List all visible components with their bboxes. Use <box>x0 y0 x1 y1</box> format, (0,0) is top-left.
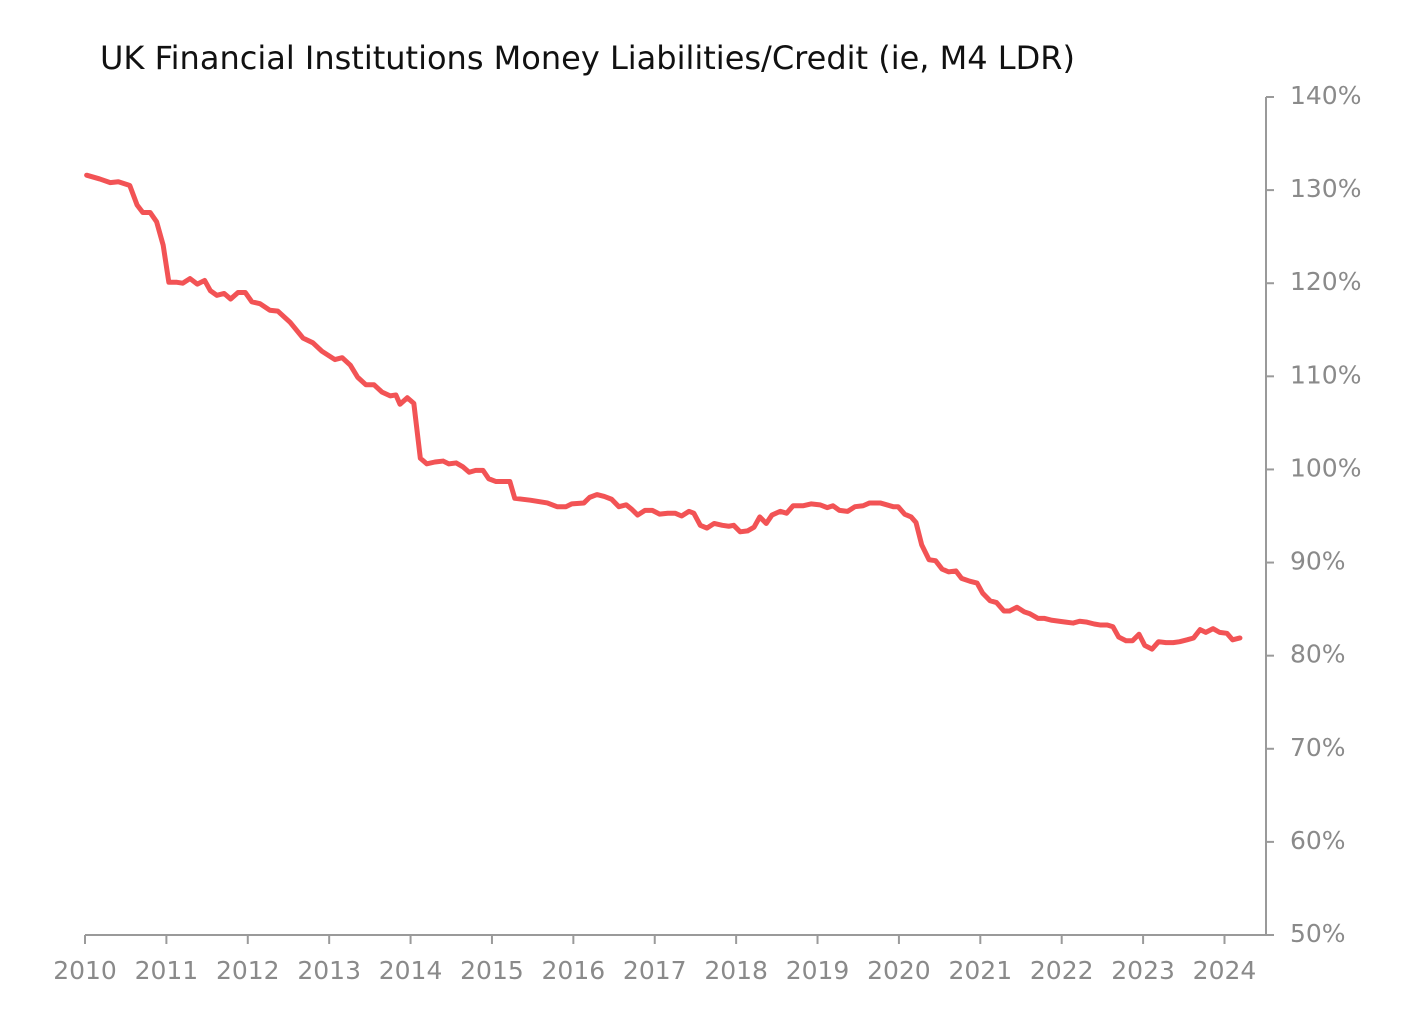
y-tick-label: 60% <box>1290 826 1346 855</box>
x-tick-label: 2013 <box>297 956 361 985</box>
y-tick-label: 120% <box>1290 267 1361 296</box>
y-tick-label: 140% <box>1290 81 1361 110</box>
x-tick-label: 2012 <box>216 956 280 985</box>
x-tick-label: 2018 <box>704 956 768 985</box>
data-line <box>84 172 1243 652</box>
y-tick-label: 70% <box>1290 733 1346 762</box>
y-tick-label: 130% <box>1290 174 1361 203</box>
x-tick-label: 2014 <box>379 956 443 985</box>
y-tick-label: 50% <box>1290 919 1346 948</box>
chart-title: UK Financial Institutions Money Liabilit… <box>100 39 1075 77</box>
x-tick-label: 2024 <box>1193 956 1257 985</box>
y-tick-label: 110% <box>1290 360 1361 389</box>
x-tick-label: 2010 <box>53 956 117 985</box>
y-tick-label: 90% <box>1290 547 1346 576</box>
x-tick-label: 2017 <box>623 956 687 985</box>
y-tick-label: 100% <box>1290 453 1361 482</box>
x-tick-label: 2020 <box>867 956 931 985</box>
x-tick-label: 2022 <box>1030 956 1094 985</box>
x-tick-label: 2021 <box>949 956 1013 985</box>
x-tick-label: 2011 <box>135 956 199 985</box>
x-tick-label: 2019 <box>786 956 850 985</box>
x-tick-label: 2016 <box>542 956 606 985</box>
x-tick-label: 2015 <box>460 956 524 985</box>
y-tick-label: 80% <box>1290 640 1346 669</box>
x-tick-label: 2023 <box>1111 956 1175 985</box>
